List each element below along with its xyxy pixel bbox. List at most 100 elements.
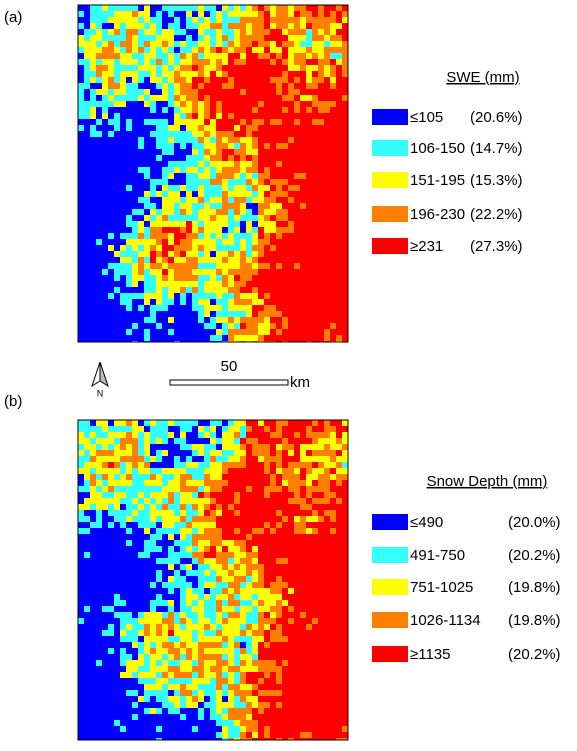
raster-cell (90, 420, 96, 426)
raster-cell (246, 522, 252, 528)
raster-cell (138, 594, 144, 600)
raster-cell (114, 642, 120, 648)
raster-cell (120, 179, 126, 185)
raster-cell (198, 95, 204, 101)
raster-cell (282, 666, 288, 672)
raster-cell (90, 11, 96, 17)
raster-cell (276, 600, 282, 606)
raster-cell (120, 299, 126, 305)
raster-cell (282, 35, 288, 41)
raster-cell (330, 5, 336, 11)
raster-cell (276, 540, 282, 546)
raster-cell (228, 167, 234, 173)
raster-cell (312, 606, 318, 612)
raster-cell (276, 269, 282, 275)
raster-cell (108, 287, 114, 293)
raster-cell (186, 522, 192, 528)
raster-cell (288, 197, 294, 203)
raster-cell (198, 119, 204, 125)
raster-cell (276, 426, 282, 432)
raster-cell (282, 576, 288, 582)
raster-cell (156, 522, 162, 528)
raster-cell (252, 329, 258, 335)
raster-cell (186, 65, 192, 71)
raster-cell (192, 143, 198, 149)
raster-cell (234, 690, 240, 696)
raster-cell (210, 726, 216, 732)
raster-cell (342, 77, 348, 83)
raster-cell (216, 468, 222, 474)
raster-cell (294, 53, 300, 59)
raster-cell (108, 654, 114, 660)
raster-cell (216, 564, 222, 570)
raster-cell (228, 5, 234, 11)
raster-cell (330, 11, 336, 17)
raster-cell (174, 281, 180, 287)
raster-cell (132, 257, 138, 263)
raster-cell (342, 660, 348, 666)
raster-cell (156, 161, 162, 167)
raster-cell (270, 281, 276, 287)
raster-cell (186, 299, 192, 305)
raster-cell (252, 173, 258, 179)
raster-cell (204, 281, 210, 287)
raster-cell (132, 293, 138, 299)
raster-cell (312, 233, 318, 239)
raster-cell (246, 101, 252, 107)
raster-cell (90, 582, 96, 588)
raster-cell (246, 137, 252, 143)
raster-cell (120, 546, 126, 552)
raster-cell (318, 269, 324, 275)
raster-cell (102, 131, 108, 137)
raster-cell (342, 576, 348, 582)
raster-cell (246, 450, 252, 456)
raster-cell (216, 444, 222, 450)
raster-cell (150, 305, 156, 311)
raster-cell (252, 558, 258, 564)
raster-cell (144, 654, 150, 660)
raster-cell (126, 726, 132, 732)
raster-cell (288, 173, 294, 179)
raster-cell (138, 510, 144, 516)
raster-cell (108, 5, 114, 11)
raster-cell (126, 197, 132, 203)
raster-cell (174, 41, 180, 47)
raster-cell (186, 47, 192, 53)
raster-cell (300, 660, 306, 666)
raster-cell (156, 660, 162, 666)
raster-cell (258, 299, 264, 305)
raster-cell (228, 624, 234, 630)
raster-cell (186, 155, 192, 161)
raster-cell (294, 678, 300, 684)
raster-cell (330, 53, 336, 59)
raster-cell (84, 618, 90, 624)
raster-cell (246, 35, 252, 41)
raster-cell (84, 251, 90, 257)
raster-cell (204, 293, 210, 299)
raster-cell (90, 293, 96, 299)
raster-cell (204, 185, 210, 191)
raster-cell (210, 666, 216, 672)
raster-cell (258, 720, 264, 726)
raster-cell (300, 606, 306, 612)
raster-cell (276, 546, 282, 552)
raster-cell (300, 41, 306, 47)
raster-cell (234, 630, 240, 636)
raster-cell (258, 684, 264, 690)
raster-cell (132, 444, 138, 450)
raster-cell (102, 540, 108, 546)
raster-cell (114, 191, 120, 197)
raster-cell (174, 618, 180, 624)
raster-cell (258, 317, 264, 323)
raster-cell (330, 221, 336, 227)
raster-cell (168, 546, 174, 552)
raster-cell (342, 612, 348, 618)
raster-cell (306, 474, 312, 480)
raster-cell (210, 23, 216, 29)
raster-cell (228, 17, 234, 23)
raster-cell (288, 654, 294, 660)
raster-cell (324, 498, 330, 504)
raster-cell (210, 317, 216, 323)
raster-cell (120, 654, 126, 660)
raster-cell (264, 606, 270, 612)
